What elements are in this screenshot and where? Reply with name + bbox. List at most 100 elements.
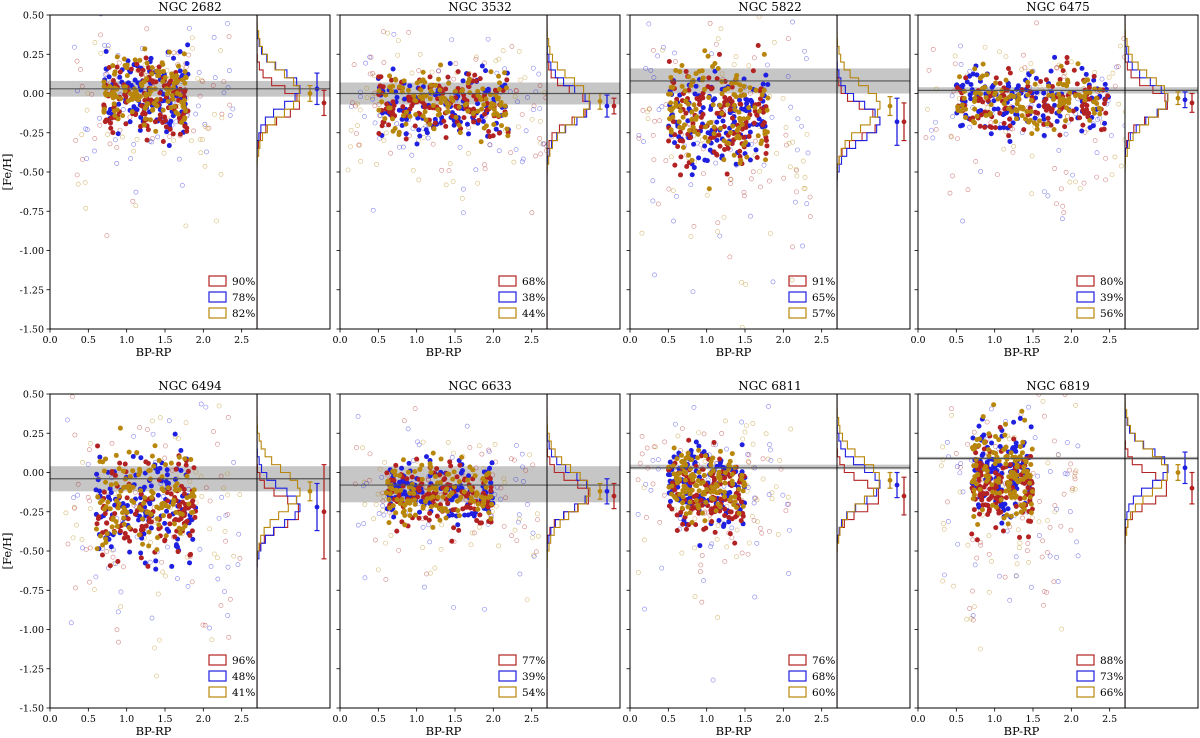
scatter-point [391,102,397,108]
y-tick-label: -1.50 [20,325,44,336]
scatter-point [447,459,453,465]
scatter-point [679,550,685,556]
legend-swatch-blue [208,670,227,682]
scatter-point [1007,138,1013,144]
scatter-point [641,485,647,491]
scatter-point [122,63,128,69]
scatter-point [159,474,165,480]
scatter-point [431,126,437,132]
scatter-point [717,504,723,510]
scatter-point [720,118,726,124]
scatter-point [1032,435,1038,441]
scatter-point [747,85,753,91]
scatter-point [683,511,689,517]
scatter-point [94,546,100,552]
scatter-point [519,451,525,457]
scatter-point [157,90,163,96]
scatter-point [668,100,674,106]
x-tick-label: 2.5 [1102,335,1117,346]
scatter-point [693,106,699,112]
scatter-point [689,172,695,178]
scatter-point [147,117,153,123]
scatter-point [1148,110,1152,114]
scatter-point [957,489,963,495]
scatter-point [429,90,435,96]
scatter-point [150,418,155,424]
scatter-point [1102,120,1108,126]
scatter-point [200,622,206,628]
scatter-point [1068,116,1074,122]
scatter-point [537,83,543,89]
panel-title: NGC 6475 [1026,0,1090,14]
scatter-point [1029,446,1035,452]
scatter-point [396,129,402,135]
scatter-point [438,456,444,462]
scatter-point [445,440,451,445]
scatter-point [676,119,682,125]
scatter-point [1007,462,1013,468]
scatter-point [517,571,523,577]
scatter-point [996,476,1002,482]
scatter-point [716,517,722,523]
scatter-point [483,479,489,485]
scatter-point [142,560,148,566]
scatter-point [678,509,684,515]
scatter-point [729,99,735,105]
scatter-point [635,570,641,575]
scatter-point [993,80,999,86]
scatter-point [745,551,751,557]
scatter-point [502,103,508,109]
scatter-point [101,106,107,112]
scatter-point [696,447,702,453]
scatter-point [138,71,144,77]
scatter-point [973,481,979,487]
scatter-point [971,98,977,104]
scatter-point [87,579,92,585]
scatter-point [167,79,173,85]
scatter-points [63,394,243,679]
x-tick-label: 0.0 [622,335,637,346]
scatter-point [691,141,697,147]
scatter-point [1023,459,1029,465]
errorbar-median [1189,485,1195,491]
scatter-point [1084,102,1090,108]
scatter-point [1148,130,1152,134]
scatter-point [486,449,492,455]
errorbar-median [901,493,907,499]
scatter-point [482,111,488,117]
scatter-point [761,51,767,57]
scatter-point [729,478,735,484]
legend-swatch-blue [1076,291,1095,303]
scatter-point [191,128,197,134]
scatter-point [686,127,692,133]
histogram-gold [837,15,881,329]
scatter-point [137,466,143,472]
scatter-point [151,100,157,106]
scatter-point [182,491,188,497]
scatter-point [179,119,185,125]
scatter-point [993,470,999,476]
scatter-point [729,471,735,477]
scatter-point [407,507,413,513]
scatter-point [1099,76,1105,82]
scatter-point [717,233,723,239]
scatter-point [1098,127,1104,133]
scatter-point [714,536,720,542]
scatter-point [703,453,709,459]
scatter-point [169,92,175,98]
scatter-point [997,573,1002,579]
legend-swatch-red [788,275,807,287]
scatter-point [106,74,112,80]
histogram-red [547,394,589,708]
scatter-point [105,499,111,505]
scatter-point [770,279,776,285]
scatter-point [764,143,770,149]
scatter-point [450,450,456,456]
scatter-point [780,492,786,498]
scatter-point [199,494,205,499]
scatter-point [101,506,107,512]
scatter-point [773,484,779,490]
scatter-point [516,49,522,54]
scatter-point [693,83,699,89]
scatter-point [372,120,378,126]
